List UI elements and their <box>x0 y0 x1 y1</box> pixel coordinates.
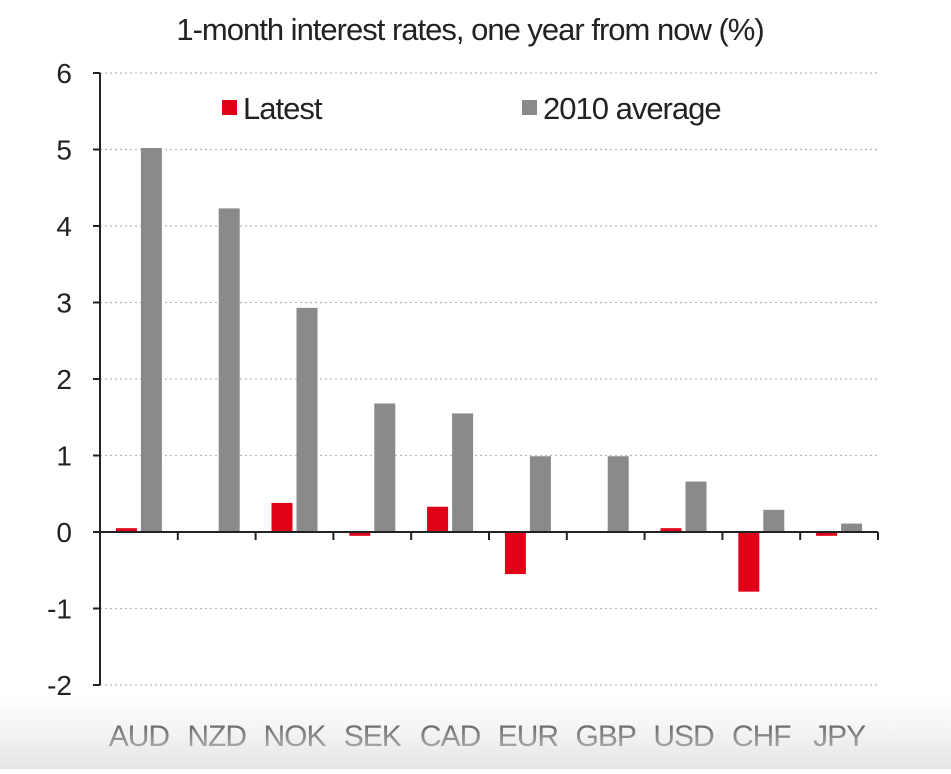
x-tick-label-chf: CHF <box>732 720 791 753</box>
x-tick-label-gbp: GBP <box>576 720 636 753</box>
y-tick-label: -1 <box>47 594 72 625</box>
x-tick-label-sek: SEK <box>344 720 402 753</box>
bar-2010-average-eur <box>529 456 551 532</box>
bar-2010-average-aud <box>140 147 162 532</box>
chart-title: 1-month interest rates, one year from no… <box>176 12 763 47</box>
bar-2010-average-gbp <box>607 456 629 532</box>
bar-2010-average-chf <box>763 509 785 532</box>
legend-label-2010-average: 2010 average <box>543 91 721 126</box>
bar-latest-aud <box>115 528 137 532</box>
y-tick-label: 3 <box>56 288 72 319</box>
x-tick-label-aud: AUD <box>109 720 170 753</box>
x-tick-label-usd: USD <box>653 720 714 753</box>
bar-2010-average-cad <box>452 413 474 532</box>
bar-2010-average-nok <box>296 307 318 532</box>
bar-2010-average-sek <box>374 403 396 532</box>
x-tick-label-jpy: JPY <box>813 720 866 753</box>
bar-latest-sek <box>349 532 371 536</box>
bar-2010-average-jpy <box>841 523 863 532</box>
bar-latest-eur <box>504 532 526 575</box>
y-tick-label: 1 <box>56 441 72 472</box>
x-tick-label-cad: CAD <box>420 720 481 753</box>
legend-swatch-2010-average <box>522 100 537 115</box>
x-tick-label-eur: EUR <box>498 720 559 753</box>
bar-latest-usd <box>660 528 682 532</box>
bar-latest-cad <box>427 506 449 532</box>
bar-latest-chf <box>738 532 760 592</box>
bar-2010-average-usd <box>685 481 707 532</box>
y-tick-label: -2 <box>47 670 72 701</box>
y-tick-label: 2 <box>56 364 72 395</box>
bar-2010-average-nzd <box>218 208 240 532</box>
bar-latest-nok <box>271 502 293 532</box>
bar-latest-jpy <box>816 532 838 536</box>
y-tick-label: 0 <box>56 517 72 548</box>
y-tick-label: 6 <box>56 58 72 89</box>
legend-label-latest: Latest <box>243 91 323 126</box>
x-tick-label-nzd: NZD <box>187 720 246 753</box>
legend-swatch-latest <box>222 100 237 115</box>
x-tick-label-nok: NOK <box>263 720 326 753</box>
y-tick-label: 4 <box>56 211 72 242</box>
y-tick-label: 5 <box>56 135 72 166</box>
